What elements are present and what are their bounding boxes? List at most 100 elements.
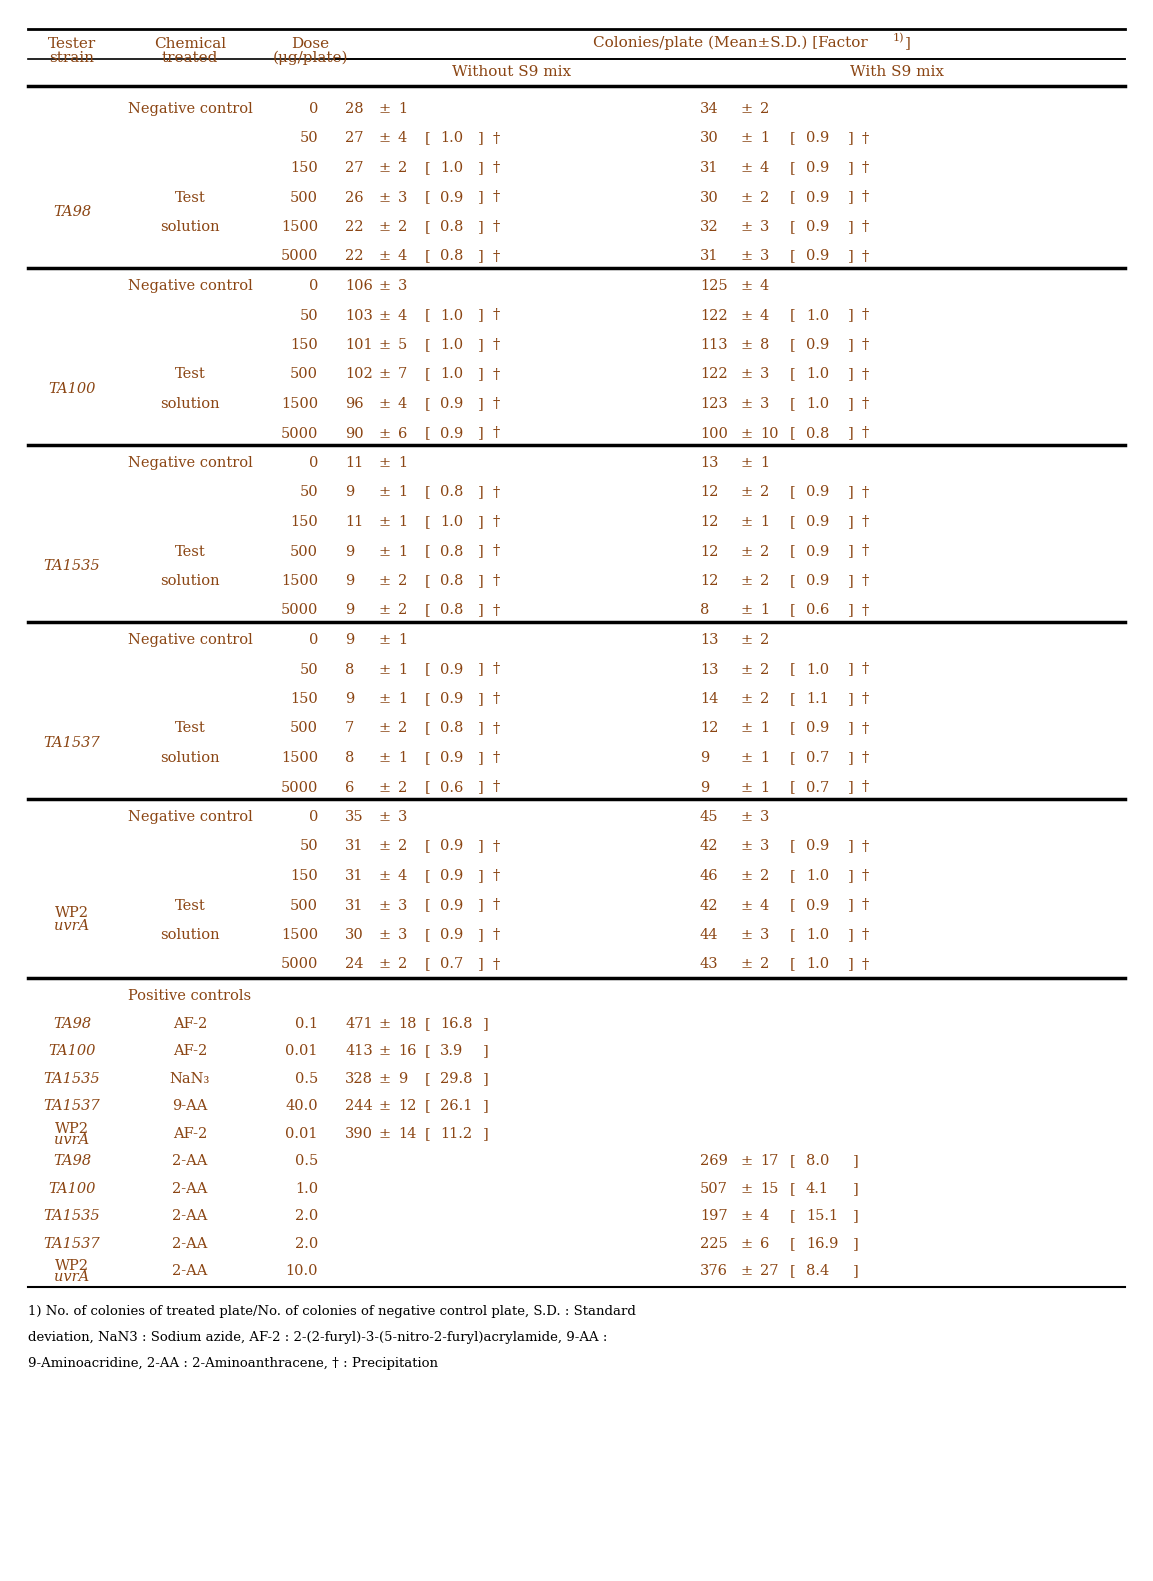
Text: ±: ± — [378, 751, 390, 765]
Text: 1: 1 — [398, 103, 407, 115]
Text: WP2: WP2 — [55, 1258, 89, 1273]
Text: 0: 0 — [309, 103, 318, 115]
Text: [: [ — [425, 604, 431, 618]
Text: ]: ] — [478, 692, 484, 707]
Text: ]: ] — [478, 721, 484, 735]
Text: ]: ] — [847, 515, 853, 530]
Text: [: [ — [425, 574, 431, 588]
Text: ±: ± — [740, 632, 752, 647]
Text: 0.9: 0.9 — [806, 721, 829, 735]
Text: [: [ — [790, 928, 796, 942]
Text: ±: ± — [378, 632, 390, 647]
Text: 500: 500 — [291, 190, 318, 204]
Text: ±: ± — [740, 485, 752, 500]
Text: [: [ — [425, 1099, 431, 1113]
Text: ]: ] — [847, 427, 853, 441]
Text: ]: ] — [847, 338, 853, 353]
Text: ±: ± — [378, 103, 390, 115]
Text: Negative control: Negative control — [128, 809, 253, 824]
Text: 4: 4 — [760, 161, 769, 175]
Text: 18: 18 — [398, 1017, 416, 1031]
Text: 31: 31 — [700, 250, 718, 264]
Text: †: † — [493, 131, 500, 145]
Text: TA98: TA98 — [53, 206, 91, 220]
Text: 46: 46 — [700, 870, 718, 884]
Text: ]: ] — [478, 840, 484, 854]
Text: ±: ± — [740, 427, 752, 441]
Text: 42: 42 — [700, 898, 718, 912]
Text: †: † — [493, 190, 500, 204]
Text: 8: 8 — [700, 604, 709, 618]
Text: [: [ — [790, 427, 796, 441]
Text: †: † — [493, 840, 500, 854]
Text: †: † — [862, 250, 869, 264]
Text: ±: ± — [740, 367, 752, 381]
Text: solution: solution — [160, 928, 220, 942]
Text: 2: 2 — [398, 574, 407, 588]
Text: ]: ] — [478, 485, 484, 500]
Text: 0.7: 0.7 — [806, 751, 829, 765]
Text: 9: 9 — [700, 751, 709, 765]
Text: 1.0: 1.0 — [806, 397, 829, 411]
Text: 390: 390 — [345, 1127, 374, 1141]
Text: [: [ — [790, 870, 796, 884]
Text: Colonies/plate (Mean±S.D.) [Factor: Colonies/plate (Mean±S.D.) [Factor — [593, 36, 867, 51]
Text: [: [ — [425, 161, 431, 175]
Text: †: † — [862, 574, 869, 588]
Text: 1500: 1500 — [281, 928, 318, 942]
Text: 0: 0 — [309, 632, 318, 647]
Text: 150: 150 — [291, 515, 318, 530]
Text: [: [ — [790, 250, 796, 264]
Text: 27: 27 — [345, 131, 363, 145]
Text: ]: ] — [847, 220, 853, 234]
Text: ]: ] — [478, 928, 484, 942]
Text: 0.7: 0.7 — [440, 958, 464, 971]
Text: 3: 3 — [760, 840, 769, 854]
Text: 3: 3 — [760, 809, 769, 824]
Text: 0.5: 0.5 — [295, 1072, 318, 1086]
Text: With S9 mix: With S9 mix — [850, 65, 944, 79]
Text: 2: 2 — [760, 632, 769, 647]
Text: ]: ] — [478, 515, 484, 530]
Text: 113: 113 — [700, 338, 728, 353]
Text: solution: solution — [160, 574, 220, 588]
Text: ]: ] — [478, 544, 484, 558]
Text: 0.9: 0.9 — [806, 840, 829, 854]
Text: ]: ] — [483, 1099, 489, 1113]
Text: ]: ] — [853, 1154, 859, 1168]
Text: 2: 2 — [760, 692, 769, 707]
Text: †: † — [493, 427, 500, 441]
Text: solution: solution — [160, 397, 220, 411]
Text: ±: ± — [740, 781, 752, 795]
Text: †: † — [493, 662, 500, 677]
Text: 328: 328 — [345, 1072, 374, 1086]
Text: ±: ± — [740, 220, 752, 234]
Text: †: † — [862, 544, 869, 558]
Text: Negative control: Negative control — [128, 632, 253, 647]
Text: ]: ] — [847, 898, 853, 912]
Text: ±: ± — [378, 1072, 390, 1086]
Text: ]: ] — [847, 250, 853, 264]
Text: [: [ — [790, 1154, 796, 1168]
Text: 0.9: 0.9 — [440, 190, 464, 204]
Text: 13: 13 — [700, 455, 718, 470]
Text: ±: ± — [378, 1043, 390, 1058]
Text: TA98: TA98 — [53, 1017, 91, 1031]
Text: 5000: 5000 — [280, 427, 318, 441]
Text: †: † — [862, 190, 869, 204]
Text: 3: 3 — [760, 367, 769, 381]
Text: †: † — [493, 250, 500, 264]
Text: 1.0: 1.0 — [806, 367, 829, 381]
Text: TA1537: TA1537 — [44, 1099, 100, 1113]
Text: 11: 11 — [345, 455, 363, 470]
Text: 5: 5 — [398, 338, 407, 353]
Text: 2: 2 — [398, 604, 407, 618]
Text: 5000: 5000 — [280, 958, 318, 971]
Text: †: † — [862, 485, 869, 500]
Text: ±: ± — [378, 220, 390, 234]
Text: †: † — [493, 515, 500, 530]
Text: 12: 12 — [700, 485, 718, 500]
Text: ±: ± — [740, 1154, 752, 1168]
Text: 2: 2 — [760, 190, 769, 204]
Text: [: [ — [425, 751, 431, 765]
